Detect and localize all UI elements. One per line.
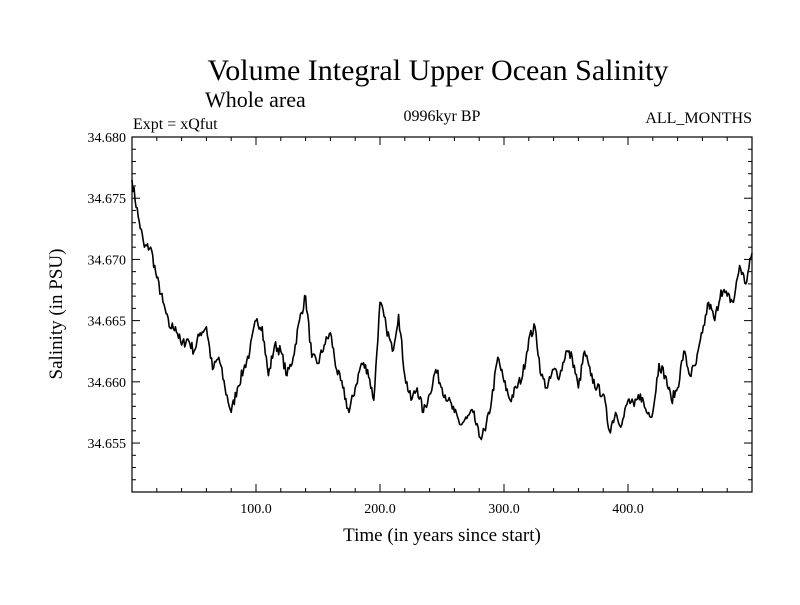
x-axis-ticks: 100.0 200.0 300.0 400.0	[156, 137, 728, 517]
y-tick-label: 34.665	[88, 315, 127, 330]
x-tick-label: 400.0	[612, 502, 644, 517]
experiment-label: Expt = xQfut	[133, 116, 218, 133]
salinity-series-line	[131, 179, 753, 441]
plot-frame	[131, 136, 753, 493]
y-tick-label: 34.680	[88, 131, 127, 146]
months-label: ALL_MONTHS	[645, 110, 752, 127]
chart-subtitle: Whole area	[205, 87, 306, 112]
x-axis-label: Time (in years since start)	[343, 525, 541, 546]
chart-title: Volume Integral Upper Ocean Salinity	[208, 54, 669, 87]
y-axis-ticks: 34.655 34.660 34.665 34.670 34.675 34.680	[88, 131, 752, 493]
y-tick-label: 34.670	[88, 253, 127, 268]
period-label: 0996kyr BP	[404, 108, 481, 125]
x-tick-label: 100.0	[240, 502, 272, 517]
y-tick-label: 34.675	[88, 192, 127, 207]
y-tick-label: 34.655	[88, 437, 127, 452]
x-tick-label: 300.0	[488, 502, 520, 517]
y-tick-label: 34.660	[88, 376, 127, 391]
y-axis-label: Salinity (in PSU)	[46, 249, 67, 380]
x-tick-label: 200.0	[364, 502, 396, 517]
